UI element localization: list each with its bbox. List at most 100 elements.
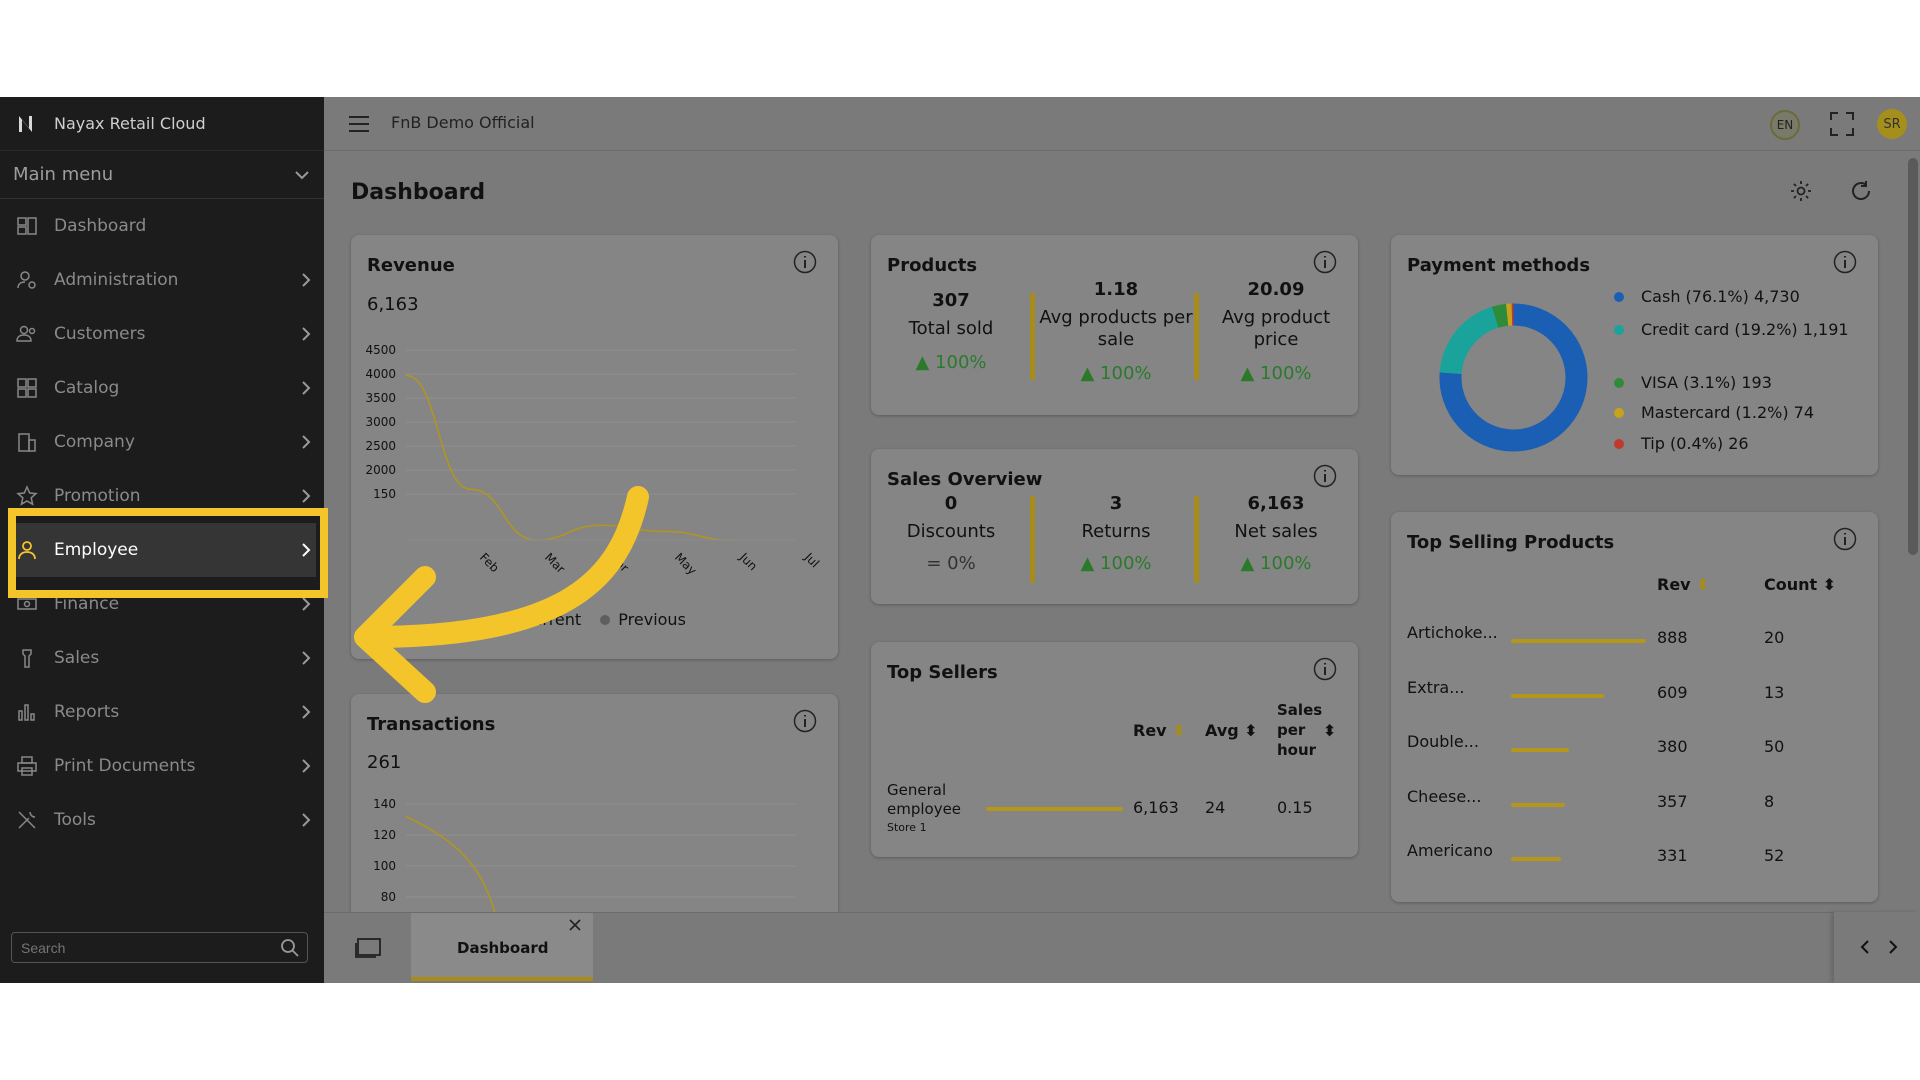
stat-change-value: 100% [1260, 553, 1312, 574]
chevron-right-icon [302, 543, 311, 557]
tabs-overview-icon[interactable] [354, 937, 382, 959]
chevron-right-icon [302, 489, 311, 503]
info-icon[interactable] [1833, 250, 1857, 274]
sidebar-item-customers[interactable]: Customers [0, 307, 324, 361]
product-rev: 888 [1657, 628, 1688, 647]
stat-change: ▲ 100% [915, 352, 987, 373]
x-tick-label: Jun [736, 550, 760, 574]
info-icon[interactable] [1833, 527, 1857, 551]
sidebar-item-promotion[interactable]: Promotion [0, 469, 324, 523]
legend-swatch-previous [600, 615, 611, 625]
close-icon[interactable] [568, 918, 582, 932]
seller-avg: 24 [1205, 798, 1226, 817]
sidebar-item-administration[interactable]: Administration [0, 253, 324, 307]
stat-value: 0 [944, 493, 958, 514]
chevron-right-icon [302, 813, 311, 827]
product-rev: 357 [1657, 791, 1688, 811]
main-menu-toggle[interactable]: Main menu [0, 151, 324, 199]
column-header-avg[interactable]: Avg ⬍ [1205, 721, 1258, 740]
payment-donut-chart [1439, 303, 1588, 452]
users-icon [16, 325, 36, 342]
search-icon[interactable] [280, 938, 300, 958]
payment-methods-card: Payment methods [1391, 235, 1878, 475]
divider [1194, 293, 1199, 380]
scrollbar[interactable] [1906, 152, 1920, 912]
grid-icon [17, 378, 37, 398]
language-selector[interactable]: EN [1770, 110, 1800, 140]
info-icon[interactable] [1313, 657, 1337, 681]
column-header-rev[interactable]: Rev ⬍ [1133, 721, 1186, 740]
legend-item[interactable]: Credit card (19.2%) 1,191 [1614, 319, 1861, 340]
legend-item[interactable]: Mastercard (1.2%) 74 [1614, 402, 1861, 423]
stat-value: 307 [932, 290, 970, 311]
column-header-count[interactable]: Count ⬍ [1764, 575, 1836, 594]
product-count: 20 [1764, 628, 1785, 647]
legend-swatch [1614, 292, 1624, 302]
tools-icon [18, 811, 36, 829]
stat-label: Net sales [1234, 521, 1318, 542]
stat-change-value: 100% [1260, 363, 1312, 384]
chevron-left-icon[interactable] [1858, 938, 1872, 956]
main-menu-label: Main menu [13, 164, 114, 185]
seller-name: General employee [887, 781, 962, 818]
sidebar-item-tools[interactable]: Tools [0, 793, 324, 847]
donut-slice [1439, 306, 1499, 375]
refresh-icon[interactable] [1849, 179, 1873, 203]
sidebar-item-dashboard[interactable]: Dashboard [0, 199, 324, 253]
tab-dashboard[interactable]: Dashboard [411, 913, 593, 981]
legend-item[interactable]: VISA (3.1%) 193 [1614, 372, 1861, 393]
product-rev: 609 [1657, 682, 1688, 702]
legend-item[interactable]: Cash (76.1%) 4,730 [1614, 286, 1861, 307]
chevron-right-icon [302, 705, 311, 719]
product-bar [1511, 693, 1604, 698]
column-label: Rev [1657, 575, 1691, 594]
tab-label: Dashboard [457, 939, 549, 957]
stat-change: ▲ 100% [1080, 553, 1152, 574]
seller-store: Store 1 [887, 821, 927, 834]
dashboard-icon [17, 217, 37, 235]
page-title: Dashboard [351, 180, 486, 205]
product-count: 52 [1764, 846, 1785, 865]
product-bar [1511, 748, 1569, 752]
column-header-sales-per-hour[interactable]: Sales per hour [1277, 700, 1337, 760]
stat-total-sold: 307 Total sold ▲ 100% [881, 290, 1021, 374]
brand: Nayax Retail Cloud [0, 97, 324, 151]
sales-overview-card: Sales Overview 0 Discounts = 0% 3 Return… [871, 449, 1358, 604]
stat-discounts: 0 Discounts = 0% [881, 493, 1021, 575]
legend-label: Cash (76.1%) 4,730 [1641, 287, 1800, 306]
fullscreen-icon[interactable] [1829, 111, 1855, 137]
donut-slice [1491, 303, 1509, 328]
sort-icon: ⬍ [1172, 721, 1186, 740]
sidebar-item-catalog[interactable]: Catalog [0, 361, 324, 415]
stat-value: 3 [1109, 493, 1123, 514]
column-label: Avg [1205, 721, 1239, 740]
chevron-right-icon[interactable] [1886, 938, 1900, 956]
sidebar-item-employee[interactable]: Employee [8, 523, 316, 577]
donut-slice [1439, 303, 1588, 452]
info-icon[interactable] [1313, 464, 1337, 488]
stat-label: Avg product price [1221, 307, 1331, 350]
brand-name: Nayax Retail Cloud [54, 114, 206, 133]
legend-item[interactable]: Tip (0.4%) 26 [1614, 433, 1861, 454]
sidebar-item-sales[interactable]: Sales [0, 631, 324, 685]
column-header-rev[interactable]: Rev ⬍ [1657, 575, 1710, 594]
y-tick-label: 2500 [365, 439, 396, 453]
scrollbar-thumb[interactable] [1908, 158, 1918, 555]
info-icon[interactable] [793, 709, 817, 733]
stat-change: ▲ 100% [1240, 553, 1312, 574]
sidebar-item-label: Customers [54, 324, 146, 344]
info-icon[interactable] [793, 250, 817, 274]
info-icon[interactable] [1313, 250, 1337, 274]
sidebar-search-input[interactable] [11, 932, 308, 963]
sidebar-item-reports[interactable]: Reports [0, 685, 324, 739]
sidebar-item-finance[interactable]: Finance [0, 577, 324, 631]
card-title: Transactions [367, 714, 496, 735]
sidebar-item-print-documents[interactable]: Print Documents [0, 739, 324, 793]
card-title: Products [887, 255, 978, 276]
product-name: Double... [1407, 732, 1479, 751]
sidebar-item-company[interactable]: Company [0, 415, 324, 469]
avatar[interactable]: SR [1877, 109, 1907, 139]
gear-icon[interactable] [1789, 179, 1813, 203]
hamburger-menu-icon[interactable] [348, 114, 370, 134]
sidebar-item-label: Finance [54, 594, 120, 614]
